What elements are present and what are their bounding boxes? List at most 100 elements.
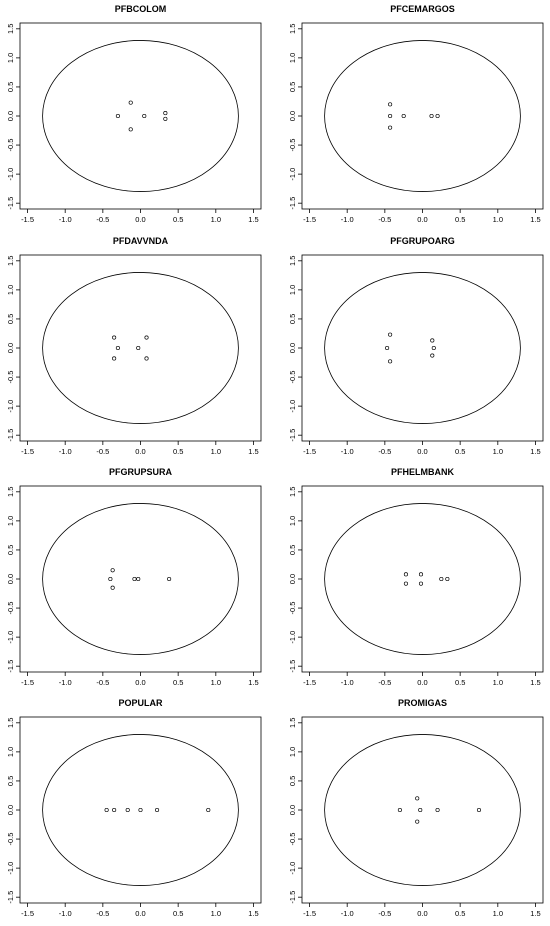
chart-svg: PFDAVVNDA -1.5 -1.0 -0.5 0.0 0.5 1.0 1.5 -1.5 -1.… [6, 236, 262, 456]
x-tick-label: -1.5 [303, 447, 316, 456]
x-tick-label: -0.5 [378, 447, 391, 456]
y-tick-label: -0.5 [6, 833, 15, 846]
data-point [112, 335, 117, 340]
chart-panel-pfdavvnda: PFDAVVNDA -1.5 -1.0 -0.5 0.0 0.5 1.0 1.5 -1.5 -1.… [0, 232, 271, 464]
plot-frame [301, 716, 544, 904]
y-tick-label: 1.0 [288, 285, 297, 295]
y-tick-label: 0.5 [288, 82, 297, 92]
data-point [415, 796, 420, 801]
y-tick-label: 1.0 [6, 53, 15, 63]
y-tick-label: 0.5 [288, 776, 297, 786]
x-tick-label: 1.0 [493, 215, 503, 224]
data-point [112, 356, 117, 361]
data-point [112, 807, 117, 813]
y-tick-label: 0.0 [6, 805, 15, 815]
data-point [136, 345, 141, 351]
x-tick-label: 0.0 [417, 215, 427, 224]
chart-svg: PFBCOLOM -1.5 -1.0 -0.5 0.0 0.5 1.0 1.5 -1.5 -1.0… [6, 4, 262, 224]
data-point [415, 819, 420, 824]
data-point [125, 807, 130, 813]
x-tick-label: -1.5 [21, 909, 34, 918]
data-point [429, 113, 434, 119]
x-tick-label: 1.5 [248, 447, 258, 456]
x-tick-label: 0.0 [135, 447, 145, 456]
data-point [110, 568, 115, 573]
y-tick-label: -1.0 [6, 862, 15, 875]
y-tick-label: -1.5 [6, 891, 15, 904]
y-tick-label: -1.0 [6, 631, 15, 644]
data-point [388, 102, 393, 107]
x-tick-label: -0.5 [378, 678, 391, 687]
x-tick-label: 1.0 [211, 215, 221, 224]
chart-title: POPULAR [118, 698, 163, 708]
data-point [115, 345, 120, 351]
x-tick-label: -0.5 [378, 215, 391, 224]
chart-svg: POPULAR -1.5 -1.0 -0.5 0.0 0.5 1.0 1.5 -1.5 -1.0 -… [6, 698, 262, 918]
reference-circle [324, 40, 521, 192]
y-tick-label: 1.5 [6, 24, 15, 34]
x-tick-label: 1.5 [530, 678, 540, 687]
chart-svg: PFCEMARGOS -1.5 -1.0 -0.5 0.0 0.5 1.0 1.5 -1.5 -1… [288, 4, 544, 224]
y-tick-label: 1.5 [288, 718, 297, 728]
x-tick-label: 0.5 [455, 215, 465, 224]
plot-frame [19, 485, 262, 673]
x-tick-label: -1.0 [341, 909, 354, 918]
data-point [128, 127, 133, 132]
y-tick-label: 1.0 [6, 285, 15, 295]
reference-circle [324, 734, 521, 886]
x-tick-label: -1.5 [303, 909, 316, 918]
data-point [430, 353, 435, 358]
y-tick-label: -1.5 [6, 429, 15, 442]
data-point [144, 356, 149, 361]
y-tick-label: -1.0 [288, 862, 297, 875]
data-point [439, 576, 444, 582]
x-tick-label: 1.0 [211, 447, 221, 456]
x-tick-label: -1.0 [59, 909, 72, 918]
x-tick-label: -0.5 [96, 678, 109, 687]
x-tick-label: 1.5 [248, 678, 258, 687]
data-point [206, 807, 211, 813]
data-point [144, 335, 149, 340]
chart-title: PFGRUPSURA [109, 467, 173, 477]
chart-panel-pfbcolom: PFBCOLOM -1.5 -1.0 -0.5 0.0 0.5 1.0 1.5 -1.5 -1.0… [0, 0, 271, 232]
x-tick-label: 0.0 [417, 909, 427, 918]
x-tick-label: -0.5 [96, 909, 109, 918]
y-tick-label: 1.0 [288, 53, 297, 63]
y-tick-label: -0.5 [288, 139, 297, 152]
data-point [430, 338, 435, 343]
chart-title: PFDAVVNDA [113, 236, 169, 246]
x-tick-label: 0.0 [135, 909, 145, 918]
y-tick-label: 0.5 [6, 545, 15, 555]
data-point [110, 585, 115, 590]
plot-frame [19, 254, 262, 442]
x-tick-label: 0.5 [455, 909, 465, 918]
y-tick-label: -1.5 [288, 891, 297, 904]
x-tick-label: -1.0 [59, 447, 72, 456]
x-tick-label: 1.5 [530, 909, 540, 918]
x-tick-label: 0.0 [417, 678, 427, 687]
x-tick-label: -1.5 [21, 447, 34, 456]
chart-panel-pfhelmbank: PFHELMBANK -1.5 -1.0 -0.5 0.0 0.5 1.0 1.5 -1.5 -1… [282, 463, 550, 695]
chart-panel-pfcemargos: PFCEMARGOS -1.5 -1.0 -0.5 0.0 0.5 1.0 1.5 -1.5 -1… [282, 0, 550, 232]
chart-svg: PROMIGAS -1.5 -1.0 -0.5 0.0 0.5 1.0 1.5 -1.5 -1.0… [288, 698, 544, 918]
data-point [155, 807, 160, 813]
y-tick-label: 0.0 [6, 574, 15, 584]
x-tick-label: 0.5 [173, 447, 183, 456]
y-tick-label: -0.5 [288, 833, 297, 846]
y-tick-label: -1.0 [6, 168, 15, 181]
x-tick-label: 1.5 [248, 909, 258, 918]
x-tick-label: 0.0 [135, 215, 145, 224]
reference-circle [42, 40, 239, 192]
y-tick-label: 1.5 [6, 256, 15, 266]
plot-frame [19, 22, 262, 210]
data-point [397, 807, 402, 813]
y-tick-label: 0.5 [6, 776, 15, 786]
data-point [476, 807, 482, 813]
chart-svg: PFGRUPOARG -1.5 -1.0 -0.5 0.0 0.5 1.0 1.5 -1.5 -1… [288, 236, 544, 456]
x-tick-label: -0.5 [96, 447, 109, 456]
y-tick-label: -1.0 [288, 400, 297, 413]
reference-circle [42, 734, 239, 886]
reference-circle [42, 503, 239, 655]
chart-title: PFHELMBANK [391, 467, 454, 477]
